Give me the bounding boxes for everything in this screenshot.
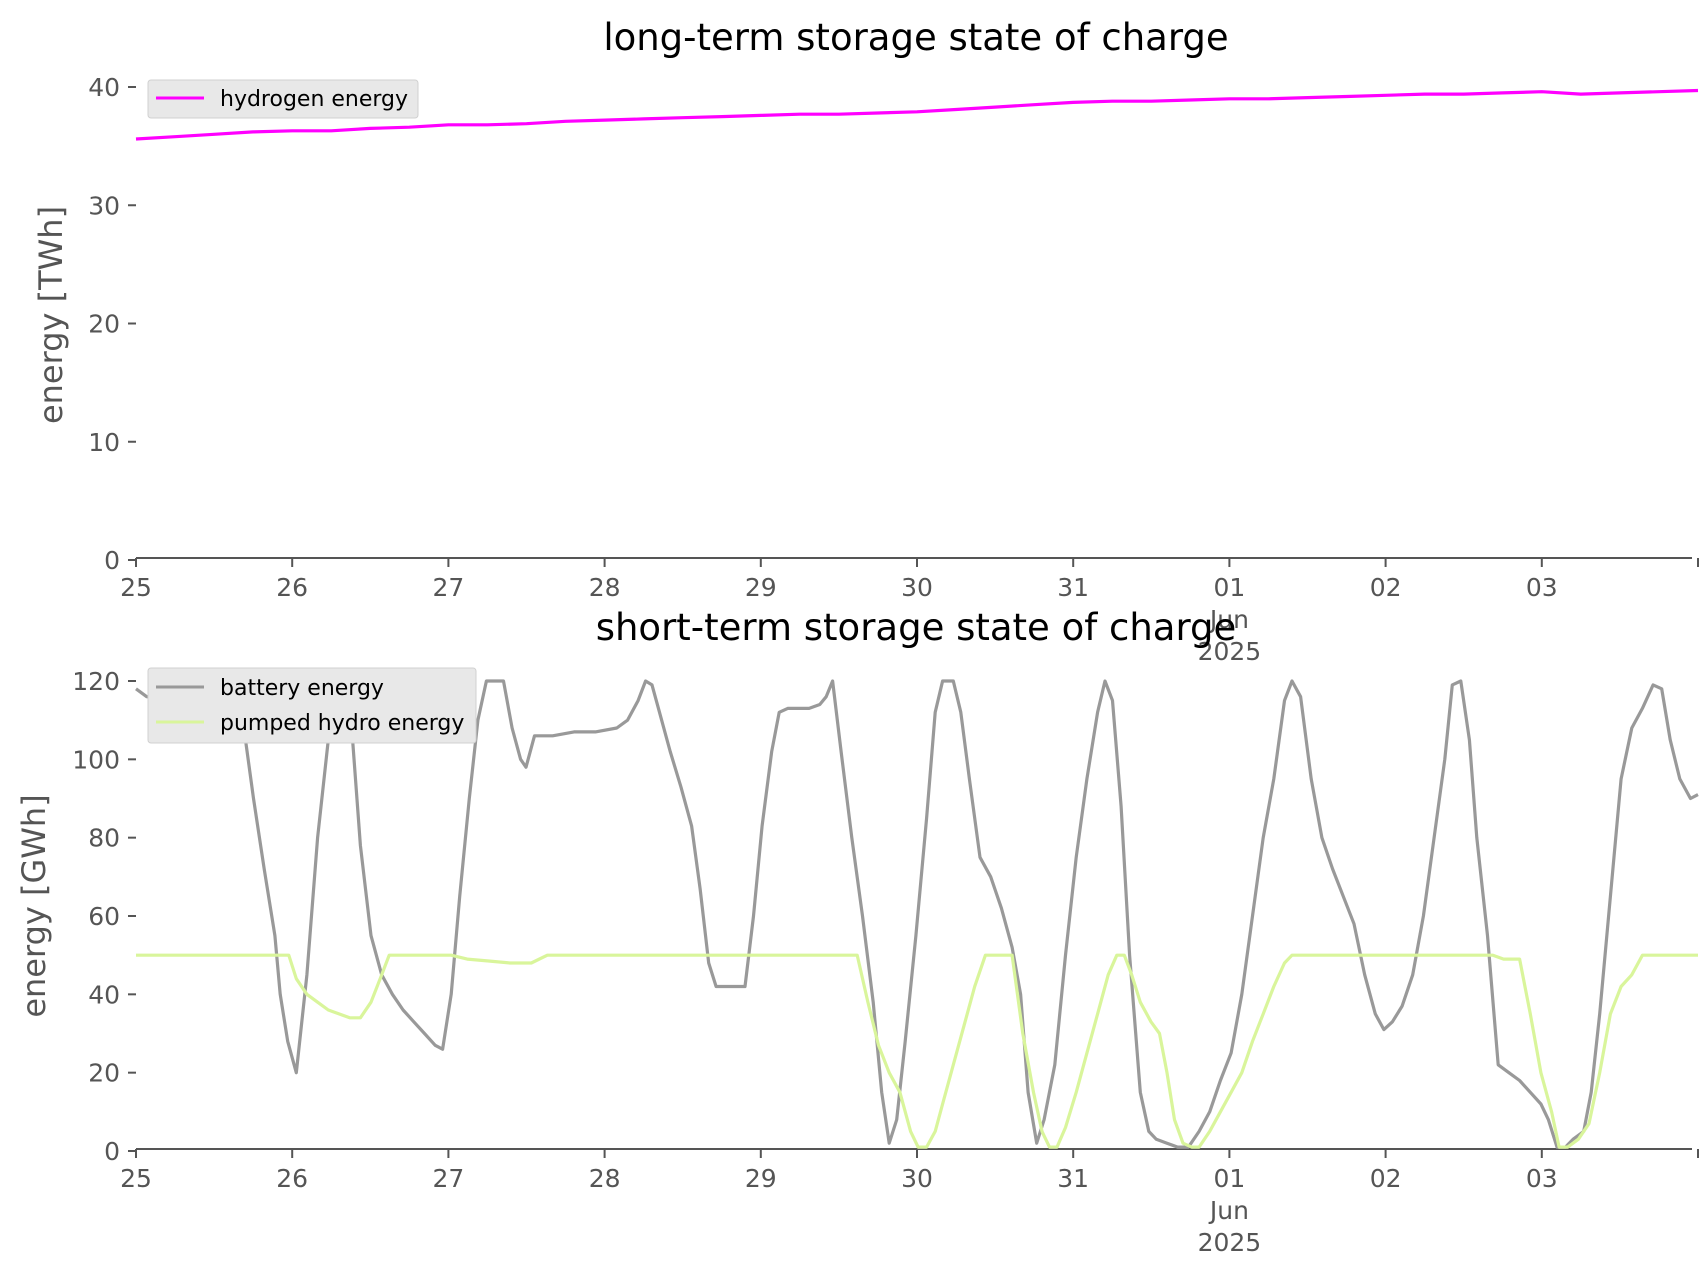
y-tick-label: 20	[88, 1059, 120, 1088]
y-tick-label: 20	[88, 310, 120, 339]
y-tick-label: 120	[72, 667, 120, 696]
legend-label-pumped-hydro: pumped hydro energy	[220, 711, 464, 736]
y-tick-label: 60	[88, 902, 120, 931]
y-tick-label: 0	[104, 546, 120, 575]
x-tick-label: 25	[120, 573, 152, 602]
x-tick-label: 01	[1213, 1164, 1245, 1193]
x-tick-label: 28	[589, 1164, 621, 1193]
legend: battery energy pumped hydro energy	[147, 667, 477, 744]
x-tick-label: 27	[432, 1164, 464, 1193]
y-axis-label: energy [TWh]	[32, 206, 70, 424]
x-tick-label: Jun	[1208, 1196, 1249, 1225]
series-lines	[135, 88, 1699, 141]
legend-box	[147, 79, 419, 119]
long-term-storage-chart: long-term storage state of charge energy…	[32, 16, 1699, 666]
x-tick-label: Jun	[1208, 605, 1249, 634]
y-tick-label: 40	[88, 73, 120, 102]
y-tick-label: 30	[88, 191, 120, 220]
x-tick-label: 27	[432, 573, 464, 602]
legend-label-hydrogen: hydrogen energy	[220, 87, 408, 112]
y-tick-label: 80	[88, 824, 120, 853]
x-tick-label: 2025	[1198, 1228, 1262, 1257]
legend-label-battery: battery energy	[220, 676, 384, 701]
chart-title: short-term storage state of charge	[596, 606, 1237, 649]
series-line-hydrogen-energy	[135, 88, 1699, 141]
x-tick-label: 2025	[1198, 637, 1262, 666]
legend-box	[147, 667, 477, 744]
y-tick-label: 40	[88, 980, 120, 1009]
x-tick-label: 26	[276, 573, 308, 602]
x-tick-label: 01	[1213, 573, 1245, 602]
x-tick-label: 03	[1526, 1164, 1558, 1193]
y-tick-label: 10	[88, 428, 120, 457]
x-axis-ticks: 25 26 27 28 29 30 31 01 Jun 2025 02 03	[120, 558, 1699, 666]
y-axis-ticks: 0 20 40 60 80 100 120	[72, 667, 136, 1166]
x-tick-label: 29	[745, 1164, 777, 1193]
x-tick-label: 30	[901, 573, 933, 602]
x-tick-label: 03	[1526, 573, 1558, 602]
x-tick-label: 30	[901, 1164, 933, 1193]
series-line-battery-energy	[135, 679, 1699, 1149]
chart-title: long-term storage state of charge	[603, 16, 1228, 59]
series-lines	[135, 679, 1699, 1149]
x-tick-label: 02	[1370, 1164, 1402, 1193]
series-line-pumped-hydro-energy	[136, 953, 1698, 1149]
x-tick-label: 02	[1370, 573, 1402, 602]
x-tick-label: 26	[276, 1164, 308, 1193]
y-axis-ticks: 0 10 20 30 40	[88, 73, 136, 575]
y-tick-label: 100	[72, 745, 120, 774]
x-tick-label: 31	[1057, 1164, 1089, 1193]
x-tick-label: 29	[745, 573, 777, 602]
x-tick-label: 31	[1057, 573, 1089, 602]
x-tick-label: 28	[589, 573, 621, 602]
y-axis-label: energy [GWh]	[15, 794, 53, 1017]
legend: hydrogen energy	[147, 79, 419, 119]
y-tick-label: 0	[104, 1137, 120, 1166]
short-term-storage-chart: short-term storage state of charge energ…	[15, 606, 1699, 1257]
x-tick-label: 25	[120, 1164, 152, 1193]
x-axis-ticks: 25 26 27 28 29 30 31 01 Jun 2025 02 03	[120, 1149, 1699, 1257]
